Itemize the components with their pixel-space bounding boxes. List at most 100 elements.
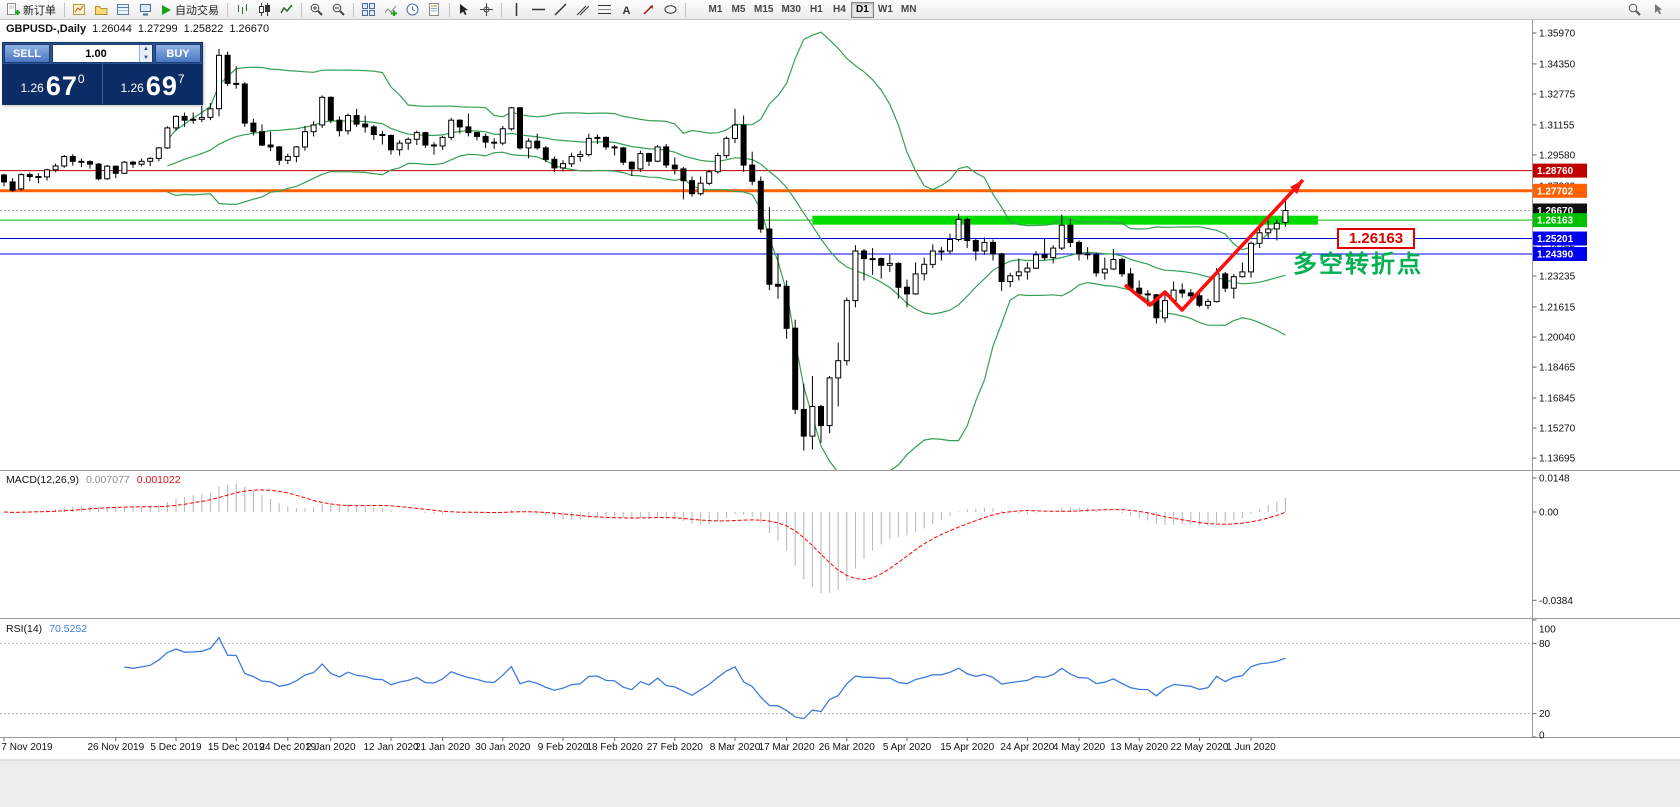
periods-button[interactable] bbox=[402, 1, 423, 19]
data-window-button[interactable] bbox=[113, 1, 134, 19]
time-scale[interactable]: 7 Nov 2019 26 Nov 2019 5 Dec 2019 15 Dec 20… bbox=[1, 737, 1276, 754]
timeframe-mn[interactable]: MN bbox=[897, 2, 921, 18]
macd-signal-line bbox=[3, 489, 1286, 581]
zoom-in-button[interactable] bbox=[306, 1, 327, 19]
chart-window[interactable]: 1.359701.343501.327751.311551.295801.279… bbox=[0, 20, 1680, 807]
volume-down-button[interactable]: ▼ bbox=[140, 53, 152, 62]
profiles-button[interactable] bbox=[91, 1, 112, 19]
buy-button[interactable]: BUY bbox=[155, 44, 201, 63]
timeframe-m1[interactable]: M1 bbox=[704, 2, 727, 18]
turning-point-annotation[interactable]: 多空转折点 bbox=[1293, 251, 1423, 278]
main-chart-area[interactable] bbox=[0, 31, 1532, 476]
templates-button[interactable] bbox=[424, 1, 445, 19]
svg-text:-0.0384: -0.0384 bbox=[1539, 596, 1573, 607]
indicators-icon bbox=[384, 5, 397, 16]
svg-text:17 Mar 2020: 17 Mar 2020 bbox=[759, 742, 816, 753]
timeframe-d1[interactable]: D1 bbox=[850, 1, 874, 18]
chart-canvas[interactable]: 1.359701.343501.327751.311551.295801.279… bbox=[0, 20, 1680, 807]
fibonacci-icon bbox=[598, 5, 611, 14]
cursor-button[interactable] bbox=[454, 1, 475, 19]
terminal-button[interactable] bbox=[135, 1, 156, 19]
toolbar-separator bbox=[449, 2, 450, 17]
svg-text:7 Nov 2019: 7 Nov 2019 bbox=[1, 742, 53, 753]
sell-price[interactable]: 1.26 67 0 bbox=[3, 64, 102, 104]
svg-text:9 Feb 2020: 9 Feb 2020 bbox=[538, 742, 589, 753]
svg-text:8 Mar 2020: 8 Mar 2020 bbox=[710, 742, 761, 753]
channel-icon bbox=[576, 5, 589, 16]
symbol-period-label: GBPUSD-,Daily bbox=[6, 23, 87, 35]
support-band[interactable] bbox=[812, 215, 1318, 225]
rsi-label: RSI(14) 70.5252 bbox=[6, 623, 87, 635]
timeframe-h1[interactable]: H1 bbox=[805, 2, 828, 18]
zoom-out-button[interactable] bbox=[328, 1, 349, 19]
autotrading-button[interactable]: 自动交易 bbox=[157, 1, 223, 19]
timeframe-h4[interactable]: H4 bbox=[828, 2, 851, 18]
support-level-annotation[interactable]: 1.26163 bbox=[1337, 228, 1415, 249]
svg-text:4 May 2020: 4 May 2020 bbox=[1053, 742, 1106, 753]
timeframe-m5[interactable]: M5 bbox=[727, 2, 750, 18]
oct-controls-row: SELL 1.00 ▲ ▼ BUY bbox=[3, 43, 202, 64]
trend-arrow[interactable] bbox=[1123, 178, 1305, 312]
svg-text:1.18465: 1.18465 bbox=[1539, 363, 1576, 374]
bollinger-lower bbox=[167, 151, 1286, 470]
new-order-button[interactable]: 新订单 bbox=[3, 1, 60, 19]
shapes-ellipse-icon bbox=[664, 5, 677, 14]
bar-chart-type-button[interactable] bbox=[232, 1, 253, 19]
svg-text:1.21615: 1.21615 bbox=[1539, 302, 1576, 313]
buy-price-prefix: 1.26 bbox=[120, 81, 144, 95]
arrows-button[interactable] bbox=[638, 1, 659, 19]
svg-text:24 Dec 2019: 24 Dec 2019 bbox=[259, 742, 316, 753]
svg-text:0.00: 0.00 bbox=[1539, 508, 1559, 519]
svg-text:1.27702: 1.27702 bbox=[1537, 186, 1574, 197]
buy-price-big: 69 bbox=[145, 71, 178, 101]
quick-nav-button[interactable] bbox=[1648, 1, 1669, 19]
autotrading-label: 自动交易 bbox=[175, 4, 219, 17]
channel-button[interactable] bbox=[572, 1, 593, 19]
indicators-button[interactable] bbox=[380, 1, 401, 19]
toolbar-separator bbox=[301, 2, 302, 17]
tile-windows-button[interactable] bbox=[358, 1, 379, 19]
price-scale-label-1.28760: 1.28760 bbox=[1533, 163, 1587, 178]
crosshair-button[interactable] bbox=[476, 1, 497, 19]
bottom-strip bbox=[0, 760, 1680, 807]
price-scale-label-1.24390: 1.24390 bbox=[1533, 247, 1587, 262]
svg-text:22 May 2020: 22 May 2020 bbox=[1170, 742, 1228, 753]
macd-histogram bbox=[12, 483, 1286, 593]
sell-price-big: 67 bbox=[45, 71, 78, 101]
timeframe-w1[interactable]: W1 bbox=[874, 2, 897, 18]
svg-text:A: A bbox=[623, 5, 631, 16]
sell-button[interactable]: SELL bbox=[4, 44, 50, 63]
svg-text:1.26163: 1.26163 bbox=[1537, 216, 1574, 227]
svg-text:1.35970: 1.35970 bbox=[1539, 29, 1576, 40]
buy-price[interactable]: 1.26 69 7 bbox=[103, 64, 202, 104]
text-label-button[interactable]: A bbox=[616, 1, 637, 19]
svg-text:15 Dec 2019: 15 Dec 2019 bbox=[208, 742, 265, 753]
volume-input[interactable]: 1.00 bbox=[85, 47, 107, 60]
toolbar-separator bbox=[227, 2, 228, 17]
svg-text:1.32775: 1.32775 bbox=[1539, 89, 1576, 100]
profiles-icon bbox=[95, 6, 108, 15]
horizontal-line-button[interactable] bbox=[528, 1, 549, 19]
ohlc-open: 1.26044 bbox=[92, 23, 132, 35]
sell-price-prefix: 1.26 bbox=[20, 81, 44, 95]
timeframe-m15[interactable]: M15 bbox=[750, 2, 777, 18]
candlestick-chart-type-button[interactable] bbox=[254, 1, 275, 19]
data-window-icon bbox=[117, 4, 129, 15]
timeframe-m30[interactable]: M30 bbox=[777, 2, 804, 18]
line-chart-type-button[interactable] bbox=[276, 1, 297, 19]
search-button[interactable] bbox=[1624, 1, 1645, 19]
vertical-line-button[interactable] bbox=[506, 1, 527, 19]
volume-stepper: ▲ ▼ bbox=[139, 45, 152, 62]
svg-text:0.0148: 0.0148 bbox=[1539, 473, 1570, 484]
trendline-button[interactable] bbox=[550, 1, 571, 19]
volume-up-button[interactable]: ▲ bbox=[140, 45, 152, 54]
new-chart-button[interactable] bbox=[69, 1, 90, 19]
arrow-object-icon bbox=[643, 5, 653, 15]
macd-main-value: 0.007077 bbox=[85, 474, 130, 486]
periods-clock-icon bbox=[406, 3, 419, 16]
price-scale[interactable]: 1.359701.343501.327751.311551.295801.279… bbox=[1532, 29, 1588, 742]
shapes-button[interactable] bbox=[660, 1, 681, 19]
svg-text:1.15270: 1.15270 bbox=[1539, 424, 1576, 435]
fibonacci-button[interactable] bbox=[594, 1, 615, 19]
macd-label: MACD(12,26,9) 0.007077 0.001022 bbox=[6, 474, 181, 486]
